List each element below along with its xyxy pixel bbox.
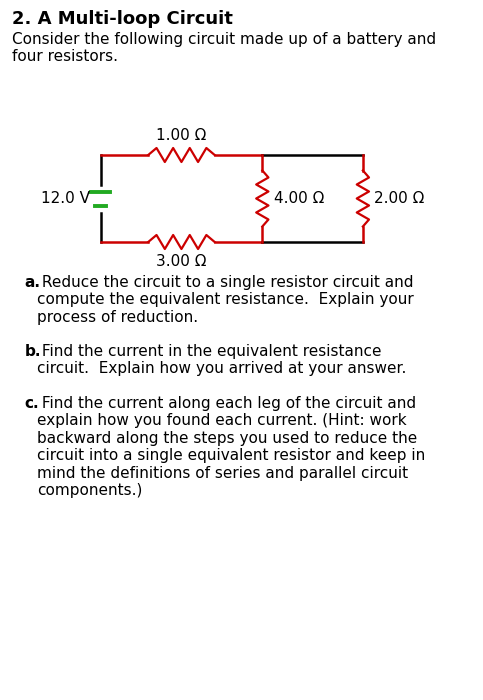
Text: Find the current along each leg of the circuit and
explain how you found each cu: Find the current along each leg of the c… <box>37 396 425 498</box>
Text: 1.00 Ω: 1.00 Ω <box>156 128 207 143</box>
Text: 2. A Multi-loop Circuit: 2. A Multi-loop Circuit <box>12 10 233 28</box>
Text: 2.00 Ω: 2.00 Ω <box>374 191 425 206</box>
Text: 4.00 Ω: 4.00 Ω <box>274 191 324 206</box>
Text: 3.00 Ω: 3.00 Ω <box>156 254 207 269</box>
Text: c.: c. <box>25 396 39 411</box>
Text: a.: a. <box>25 275 41 290</box>
Text: b.: b. <box>25 344 41 359</box>
Text: Reduce the circuit to a single resistor circuit and
compute the equivalent resis: Reduce the circuit to a single resistor … <box>37 275 413 325</box>
Text: Find the current in the equivalent resistance
circuit.  Explain how you arrived : Find the current in the equivalent resis… <box>37 344 406 377</box>
Text: 12.0 V: 12.0 V <box>41 191 90 206</box>
Text: Consider the following circuit made up of a battery and
four resistors.: Consider the following circuit made up o… <box>12 32 436 64</box>
